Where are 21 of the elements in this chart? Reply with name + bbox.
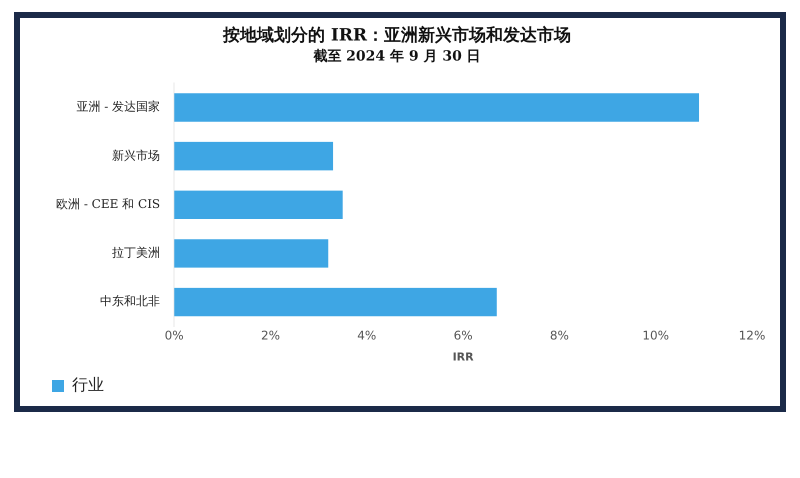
x-axis-title: IRR (452, 350, 474, 364)
x-tick-label: 0% (164, 328, 184, 343)
x-tick-label: 6% (454, 328, 473, 343)
bar (174, 142, 334, 170)
x-tick-label: 2% (260, 328, 280, 343)
bar (174, 190, 343, 220)
bar (174, 93, 700, 122)
y-tick-label: 亚洲 - 发达国家 (76, 100, 160, 114)
bar (174, 239, 328, 268)
chart-subtitle: 截至 2024 年 9 月 30 日 (312, 48, 481, 64)
legend-label: 行业 (72, 375, 104, 394)
x-tick-label: 4% (357, 328, 376, 343)
chart-title: 按地域划分的 IRR：亚洲新兴市场和发达市场 (222, 26, 572, 46)
x-tick-label: 10% (642, 328, 670, 343)
y-tick-label: 拉丁美洲 (112, 246, 160, 260)
x-tick-label: 12% (738, 328, 766, 343)
x-tick-label: 8% (550, 328, 569, 343)
y-tick-label: 新兴市场 (112, 148, 160, 162)
bar (174, 288, 497, 316)
y-tick-label: 中东和北非 (100, 294, 160, 308)
y-tick-label: 欧洲 - CEE 和 CIS (56, 196, 160, 211)
